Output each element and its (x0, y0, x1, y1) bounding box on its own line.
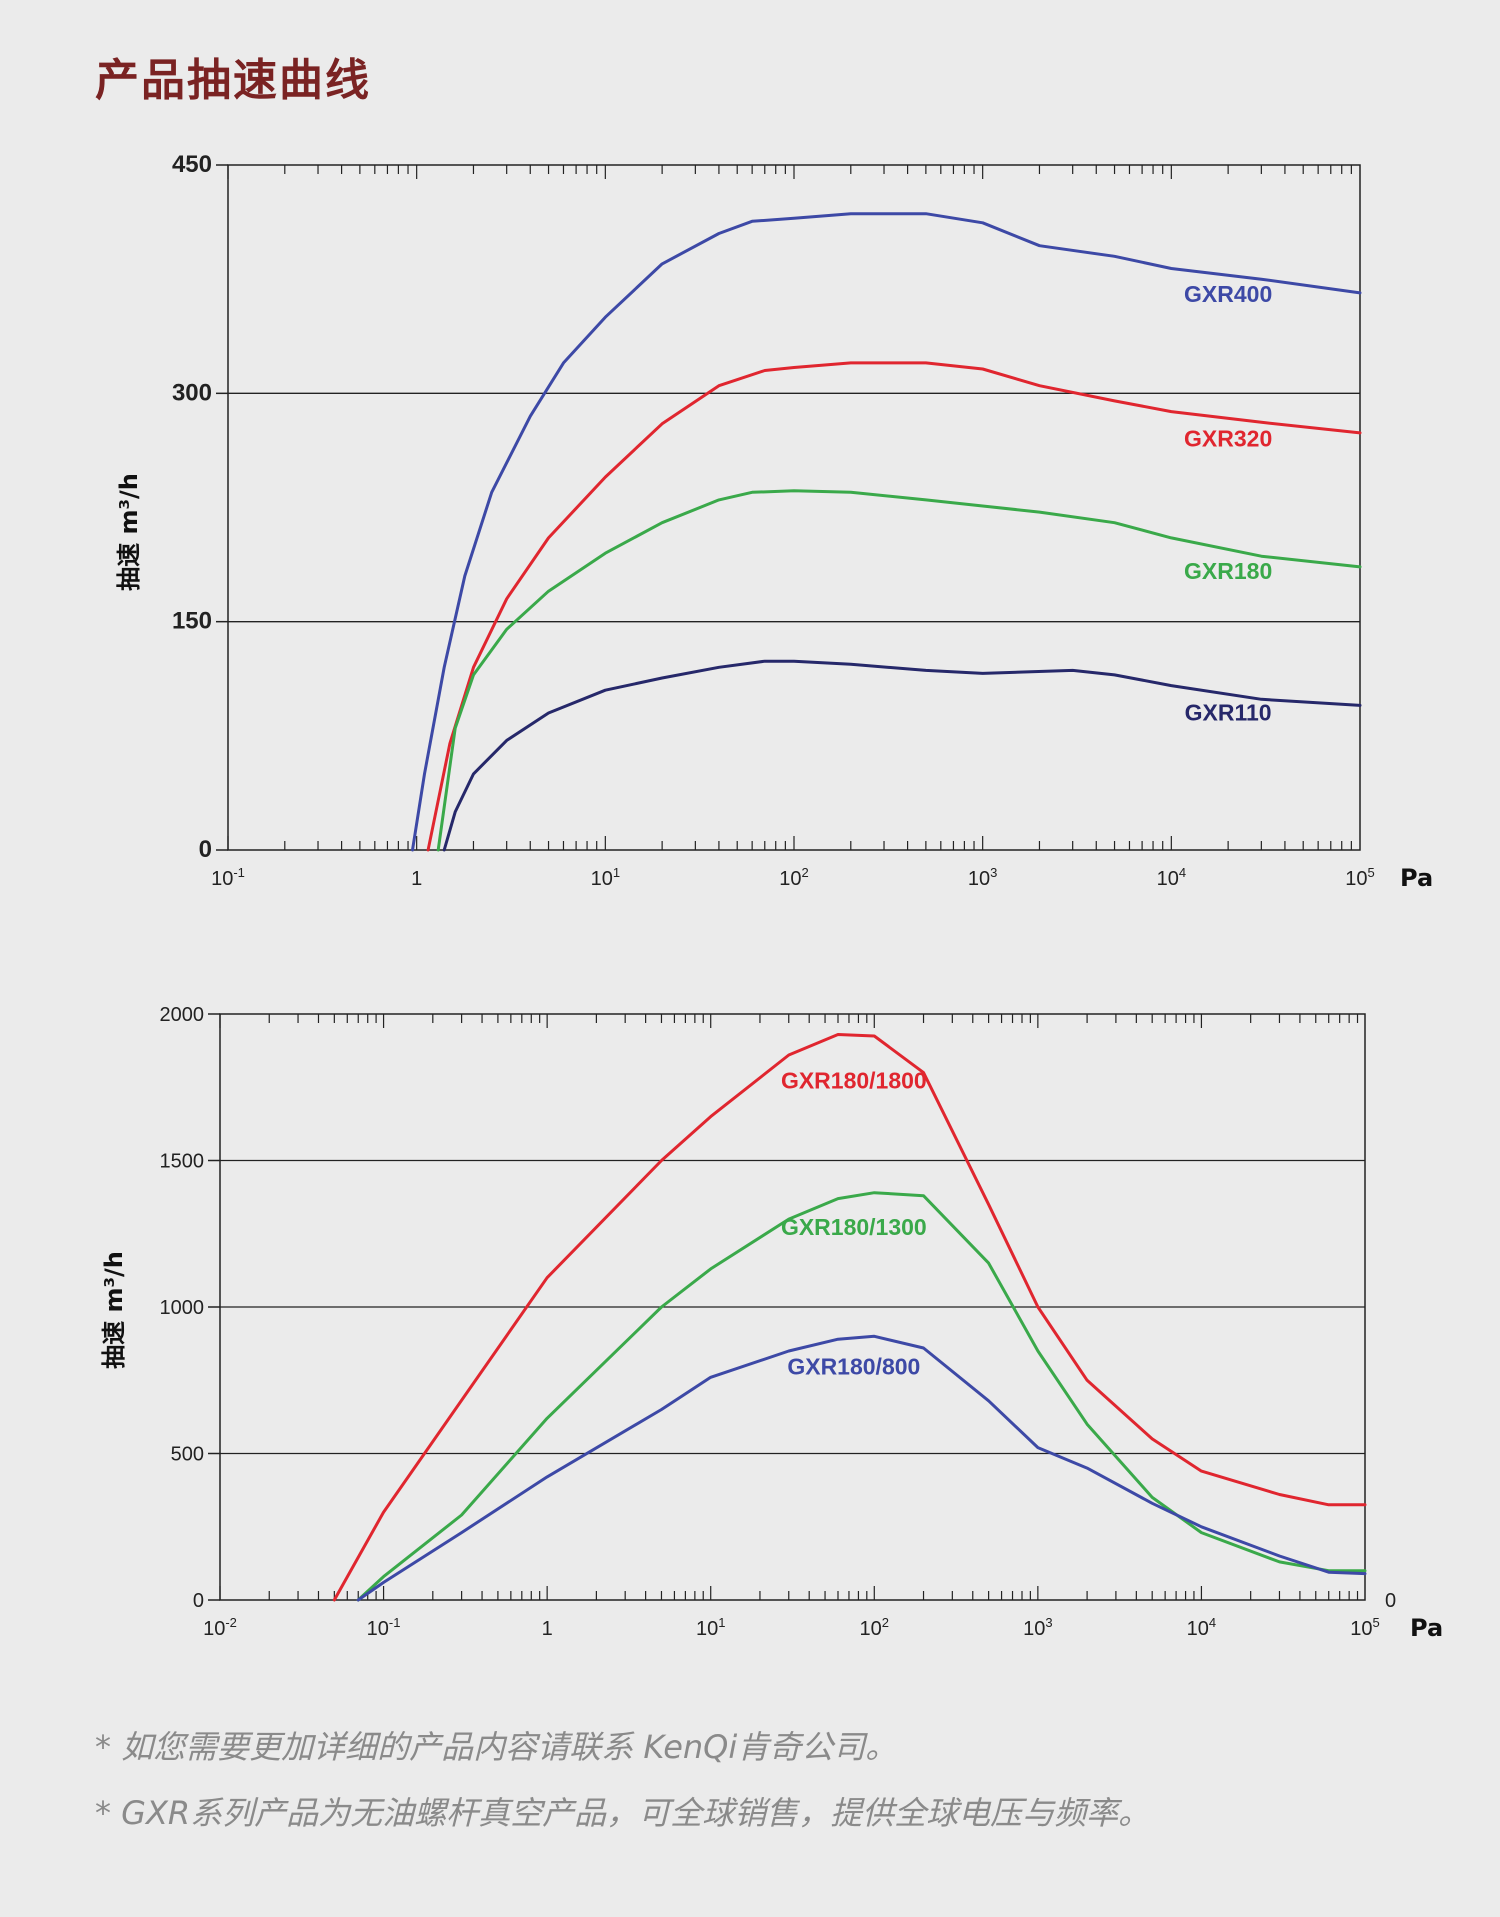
series-label: GXR180/800 (787, 1353, 920, 1379)
series-line-gxr180-1300 (356, 1191, 1367, 1602)
y-tick-label: 0 (193, 1590, 204, 1612)
series-label: GXR180/1300 (781, 1214, 927, 1240)
series-label: GXR400 (1184, 281, 1272, 307)
y-tick-label: 300 (172, 379, 212, 406)
y-tick-label: 500 (171, 1444, 204, 1466)
y-right-zero-label: 0 (1385, 1590, 1396, 1612)
x-tick-label: 105 (1350, 1615, 1379, 1640)
x-tick-label: 102 (779, 865, 808, 890)
x-tick-label: 104 (1157, 865, 1186, 890)
series-line-gxr400 (411, 212, 1362, 852)
chart-pumping-speed-large: 0 500 1000 1500 2000 0 10-2 10-1 1 101 102 103 104 10… (100, 1004, 1443, 1642)
x-tick-label: 103 (1023, 1615, 1052, 1640)
plot-frame (227, 164, 1361, 851)
series-label: GXR320 (1184, 426, 1272, 452)
y-tick-label: 1500 (160, 1151, 205, 1173)
footnote-contact: * 如您需要更加详细的产品内容请联系 KenQi肯奇公司。 (95, 1728, 898, 1766)
series-label: GXR110 (1185, 700, 1272, 726)
x-tick-label: 1 (542, 1618, 553, 1640)
x-tick-label: 103 (968, 865, 997, 890)
series-line-gxr320 (426, 361, 1362, 852)
y-tick-label: 450 (172, 151, 212, 178)
x-tick-label: 1 (411, 868, 422, 890)
series-line-gxr110 (442, 659, 1362, 852)
x-tick-label: 10-2 (203, 1615, 237, 1640)
x-axis-label: Pa (1410, 1614, 1443, 1642)
x-tick-label: 101 (696, 1615, 725, 1640)
y-tick-label: 2000 (160, 1004, 205, 1026)
y-tick-label: 0 (199, 836, 212, 863)
footnote-series-info: * GXR系列产品为无油螺杆真空产品，可全球销售，提供全球电压与频率。 (95, 1794, 1151, 1832)
series-label: GXR180 (1184, 558, 1272, 584)
series-line-gxr180-800 (356, 1334, 1367, 1602)
y-axis-label: 抽速 m³/h (115, 473, 143, 591)
y-tick-label: 150 (172, 608, 212, 635)
page-title: 产品抽速曲线 (95, 55, 371, 106)
x-tick-label: 105 (1345, 865, 1374, 890)
x-tick-label: 10-1 (367, 1615, 401, 1640)
chart-pumping-speed-small: 0 150 300 450 10-1 1 101 102 103 104 105 Pa 抽速 m³/h G… (115, 151, 1433, 892)
x-tick-label: 102 (860, 1615, 889, 1640)
y-axis-label: 抽速 m³/h (100, 1251, 128, 1369)
y-tick-label: 1000 (160, 1297, 205, 1319)
series-label: GXR180/1800 (781, 1068, 927, 1094)
series-line-gxr180-1800 (332, 1033, 1367, 1602)
x-tick-label: 101 (591, 865, 620, 890)
series-line-gxr180 (436, 489, 1362, 852)
x-tick-label: 10-1 (211, 865, 245, 890)
footnotes: * 如您需要更加详细的产品内容请联系 KenQi肯奇公司。 * GXR系列产品为… (95, 1722, 1150, 1854)
x-axis-label: Pa (1400, 864, 1433, 892)
x-tick-label: 104 (1187, 1615, 1216, 1640)
